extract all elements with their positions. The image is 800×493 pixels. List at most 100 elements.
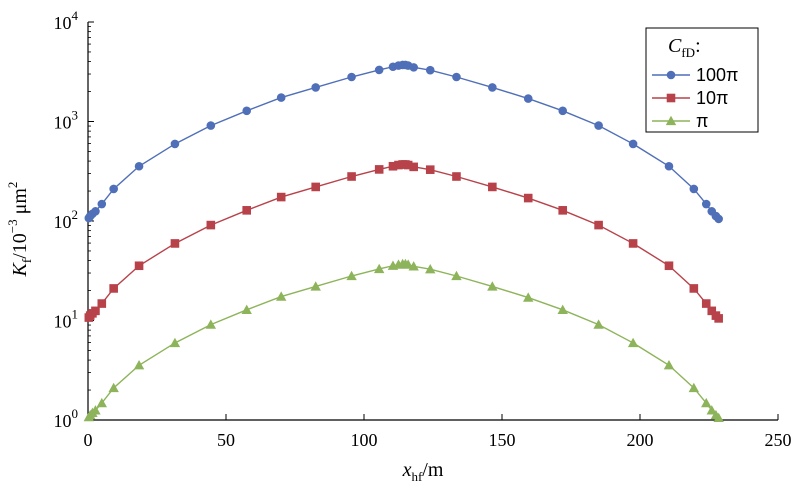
series-2 xyxy=(84,160,723,323)
legend: CfD: 100π 10π π xyxy=(645,27,759,133)
x-tick-label: 200 xyxy=(627,430,654,450)
data-point xyxy=(627,337,639,348)
series-line xyxy=(88,64,720,220)
data-point xyxy=(97,299,107,308)
data-point xyxy=(558,206,568,215)
data-point xyxy=(628,239,638,248)
legend-entry: 10π xyxy=(652,88,728,108)
data-point xyxy=(409,63,418,72)
data-point xyxy=(347,172,356,181)
y-tick-label: 104 xyxy=(54,8,79,33)
data-point xyxy=(242,206,251,215)
legend-marker xyxy=(665,115,677,126)
data-point xyxy=(109,284,118,293)
x-tick-label: 0 xyxy=(84,430,93,450)
legend-entry: π xyxy=(652,111,708,131)
series-line xyxy=(88,263,720,419)
data-point xyxy=(242,106,251,116)
data-point xyxy=(206,121,216,130)
x-tick-label: 100 xyxy=(351,430,378,450)
data-point xyxy=(409,162,418,172)
legend-box xyxy=(645,27,759,133)
data-point xyxy=(557,304,568,314)
data-point xyxy=(276,291,287,301)
series-3 xyxy=(83,258,724,423)
data-point xyxy=(108,382,119,393)
series-1 xyxy=(84,60,723,224)
data-point xyxy=(688,382,700,393)
y-tick-label: 101 xyxy=(54,307,79,332)
data-point xyxy=(133,360,145,370)
data-point xyxy=(374,165,384,174)
data-point xyxy=(90,405,101,415)
axes: 0 50 100 150 200 250 100 101 102 103 104 xhf/m Kf/10… xyxy=(5,8,792,484)
x-tick-label: 250 xyxy=(765,430,792,450)
data-point xyxy=(713,412,724,423)
data-point xyxy=(134,261,144,271)
data-point xyxy=(206,220,216,230)
data-point xyxy=(523,292,534,302)
data-point xyxy=(664,161,674,171)
y-tick-label: 103 xyxy=(54,108,79,133)
data-point xyxy=(205,319,217,329)
data-point xyxy=(374,65,384,75)
data-point xyxy=(373,263,385,274)
data-point xyxy=(91,306,100,316)
y-tick-label: 100 xyxy=(54,406,79,431)
data-point xyxy=(170,239,180,248)
data-point xyxy=(663,360,675,370)
x-tick-label: 50 xyxy=(217,430,235,450)
data-point xyxy=(408,261,419,271)
data-point xyxy=(310,281,321,291)
data-point xyxy=(388,161,398,171)
legend-title: CfD: xyxy=(668,35,701,60)
data-point xyxy=(558,106,568,116)
data-point xyxy=(97,199,107,209)
data-point xyxy=(452,72,461,82)
data-point xyxy=(451,270,462,281)
data-point xyxy=(701,199,711,209)
data-point xyxy=(91,207,100,216)
legend-marker xyxy=(666,93,676,103)
data-point xyxy=(488,182,497,192)
data-point xyxy=(714,314,723,323)
data-point xyxy=(701,299,711,308)
data-point xyxy=(487,281,498,291)
data-point xyxy=(425,65,435,75)
data-point xyxy=(452,172,461,181)
data-point xyxy=(488,83,497,92)
data-point xyxy=(689,284,699,293)
legend-entry: 100π xyxy=(652,65,738,85)
data-point xyxy=(664,261,674,271)
x-axis-title: xhf/m xyxy=(402,459,444,484)
data-point xyxy=(311,83,321,92)
series-layer xyxy=(83,60,724,423)
data-point xyxy=(347,72,356,82)
y-tick-label: 102 xyxy=(54,207,79,232)
data-point xyxy=(403,160,413,170)
data-point xyxy=(170,139,180,149)
data-point xyxy=(241,304,252,314)
data-point xyxy=(425,263,436,274)
data-point xyxy=(594,220,603,230)
data-point xyxy=(707,306,717,316)
legend-marker xyxy=(666,70,676,80)
data-point xyxy=(169,337,181,348)
y-axis-title: Kf/10−3 μm2 xyxy=(5,182,34,278)
data-point xyxy=(523,94,533,103)
data-point xyxy=(706,405,717,415)
data-point xyxy=(311,182,320,192)
data-point xyxy=(593,319,604,329)
legend-label: π xyxy=(696,111,708,131)
data-point xyxy=(689,184,699,194)
data-point xyxy=(425,165,435,174)
data-point xyxy=(628,139,638,149)
series-line xyxy=(88,163,720,319)
data-point xyxy=(594,121,603,130)
data-point xyxy=(134,161,144,171)
data-point xyxy=(96,397,107,408)
legend-label: 10π xyxy=(696,88,728,108)
data-point xyxy=(701,397,712,408)
data-point xyxy=(346,270,357,281)
